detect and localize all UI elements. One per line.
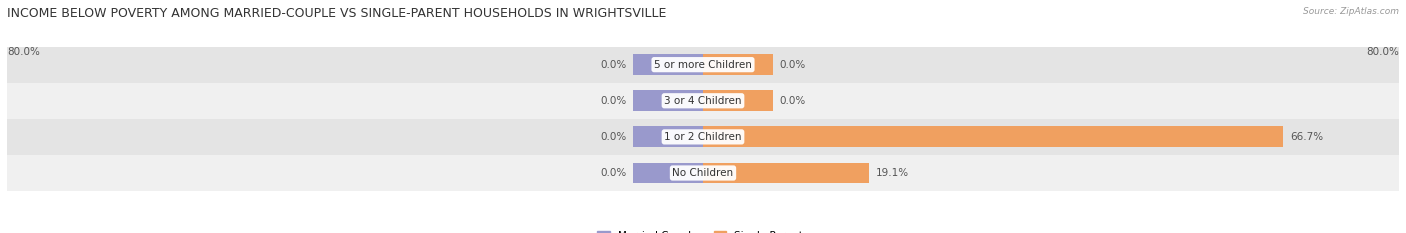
Text: 0.0%: 0.0% bbox=[600, 168, 627, 178]
Text: INCOME BELOW POVERTY AMONG MARRIED-COUPLE VS SINGLE-PARENT HOUSEHOLDS IN WRIGHTS: INCOME BELOW POVERTY AMONG MARRIED-COUPL… bbox=[7, 7, 666, 20]
Text: 80.0%: 80.0% bbox=[7, 47, 39, 57]
Bar bbox=[7, 47, 1399, 83]
Text: 0.0%: 0.0% bbox=[779, 60, 806, 70]
Text: 0.0%: 0.0% bbox=[600, 60, 627, 70]
Legend: Married Couples, Single Parents: Married Couples, Single Parents bbox=[598, 231, 808, 233]
Text: 5 or more Children: 5 or more Children bbox=[654, 60, 752, 70]
Bar bbox=[703, 127, 1284, 147]
Text: 1 or 2 Children: 1 or 2 Children bbox=[664, 132, 742, 142]
Text: Source: ZipAtlas.com: Source: ZipAtlas.com bbox=[1303, 7, 1399, 16]
Text: 19.1%: 19.1% bbox=[876, 168, 910, 178]
Bar bbox=[7, 83, 1399, 119]
Text: No Children: No Children bbox=[672, 168, 734, 178]
Bar bbox=[703, 54, 773, 75]
Text: 80.0%: 80.0% bbox=[1367, 47, 1399, 57]
Text: 0.0%: 0.0% bbox=[779, 96, 806, 106]
Text: 0.0%: 0.0% bbox=[600, 96, 627, 106]
Bar bbox=[703, 90, 773, 111]
Bar bbox=[633, 54, 703, 75]
Text: 3 or 4 Children: 3 or 4 Children bbox=[664, 96, 742, 106]
Bar bbox=[633, 127, 703, 147]
Bar bbox=[703, 163, 869, 183]
Bar bbox=[633, 90, 703, 111]
Text: 0.0%: 0.0% bbox=[600, 132, 627, 142]
Text: 66.7%: 66.7% bbox=[1291, 132, 1323, 142]
Bar bbox=[7, 155, 1399, 191]
Bar bbox=[633, 163, 703, 183]
Bar bbox=[7, 119, 1399, 155]
